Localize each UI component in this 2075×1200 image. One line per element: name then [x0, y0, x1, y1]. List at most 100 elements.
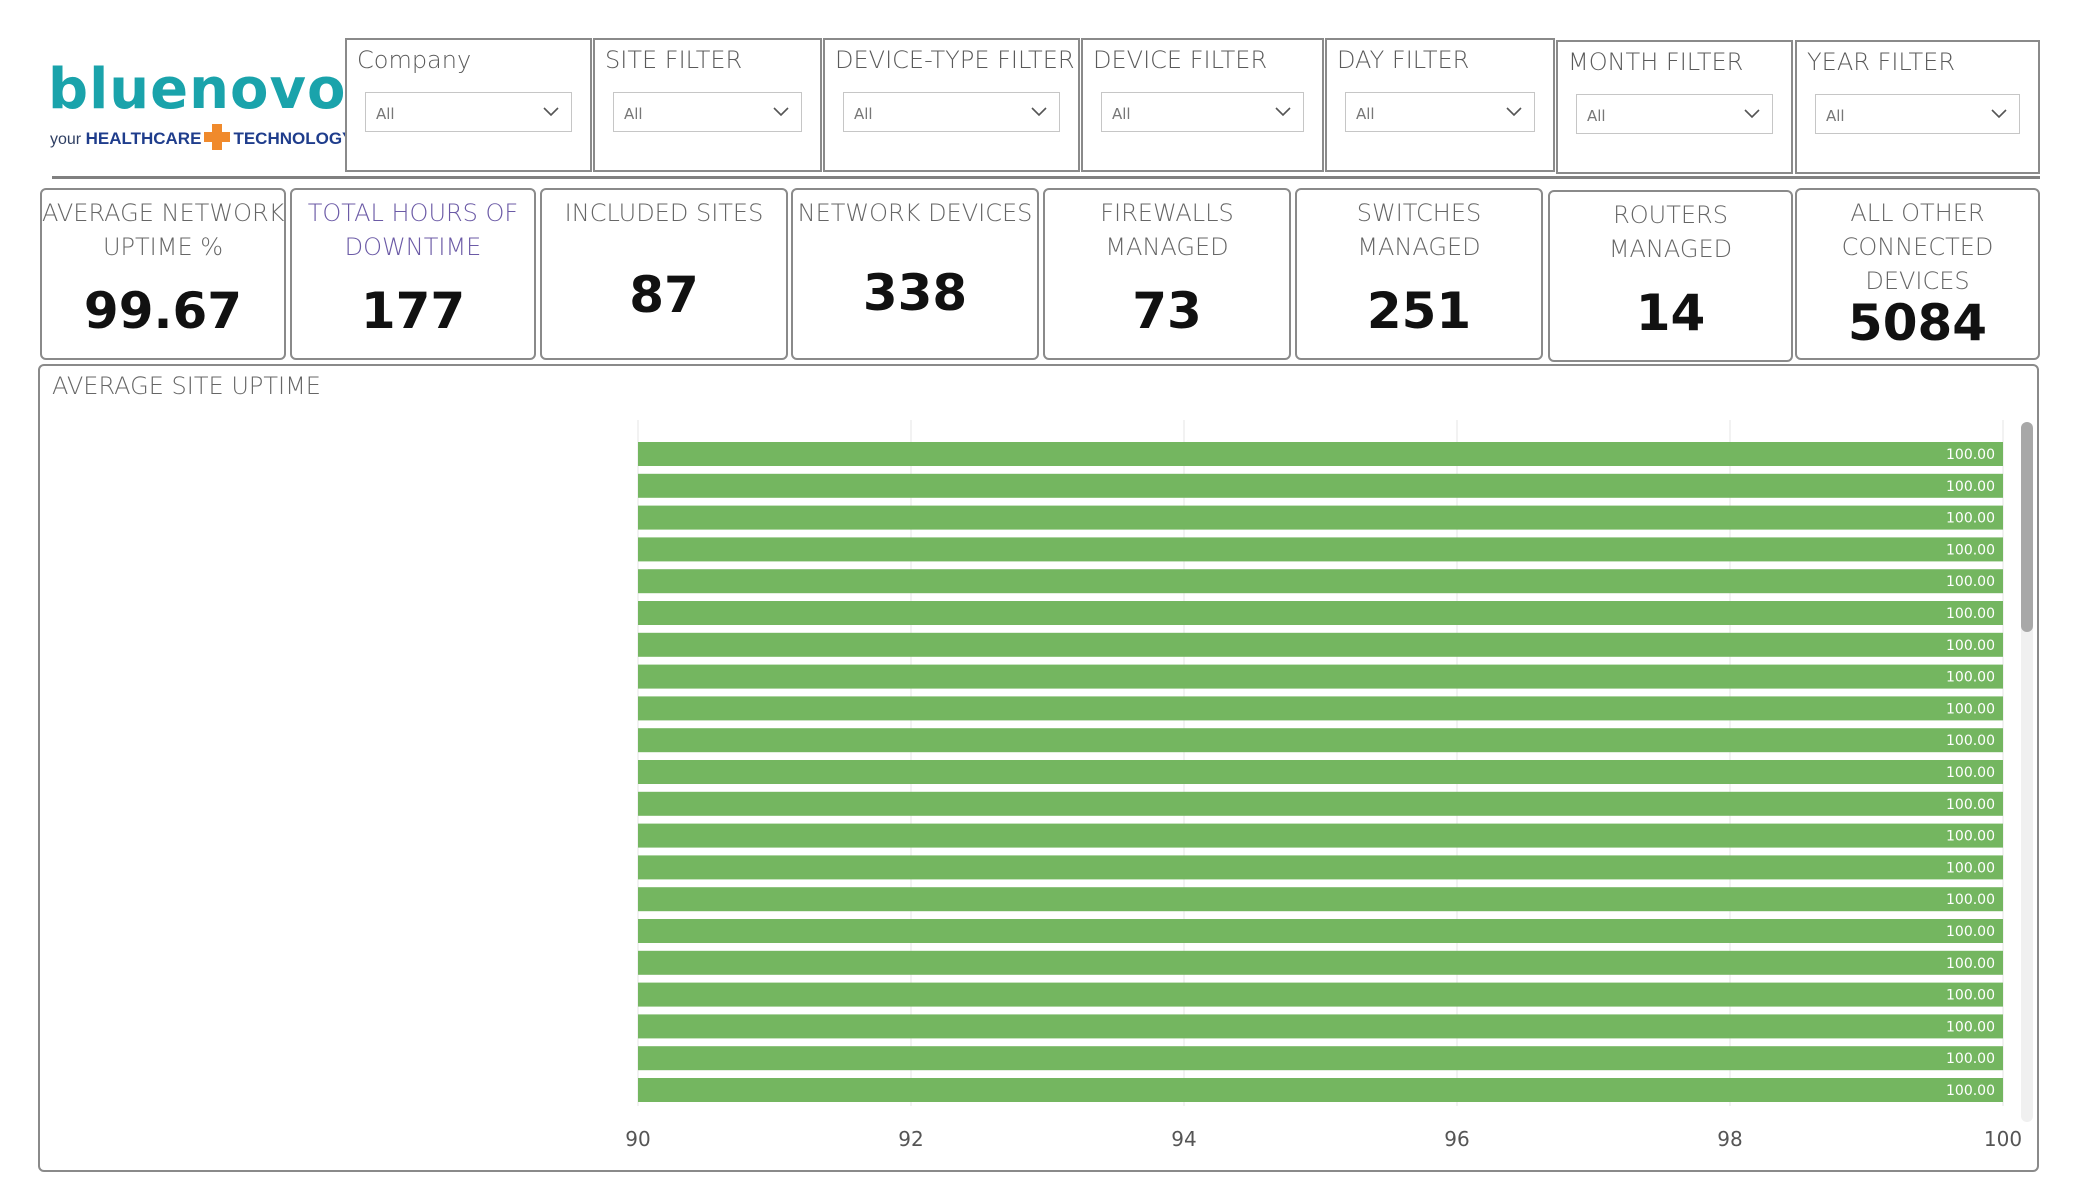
uptime-bar — [638, 473, 2003, 498]
kpi-included-sites: INCLUDED SITES 87 — [540, 188, 788, 360]
dropdown-value: All — [376, 105, 395, 123]
kpi-label: FIREWALLS MANAGED — [1045, 196, 1289, 264]
kpi-label: ALL OTHER CONNECTED DEVICES — [1797, 196, 2038, 298]
company-filter: Company All — [345, 38, 592, 172]
kpi-label-line: ROUTERS — [1613, 201, 1728, 229]
kpi-average-network-uptime: AVERAGE NETWORK UPTIME % 99.67 — [40, 188, 286, 360]
uptime-bar-chart: 90 92 94 96 98 100 100.00 100.00 100.00 100.00 100… — [625, 420, 2022, 1151]
uptime-bar — [638, 1014, 2003, 1039]
bar-value-label: 100.00 — [1946, 606, 1995, 622]
kpi-label-line: SWITCHES — [1356, 199, 1482, 227]
logo-tag-pre: your — [50, 131, 82, 148]
uptime-bar — [638, 855, 2003, 880]
chevron-down-icon — [1275, 107, 1291, 117]
kpi-label: AVERAGE NETWORK UPTIME % — [42, 196, 284, 264]
device-type-filter: DEVICE-TYPE FILTER All — [823, 38, 1080, 172]
kpi-label-line: TOTAL HOURS OF — [307, 199, 519, 227]
kpi-label-line: AVERAGE NETWORK — [42, 199, 285, 227]
site-dropdown[interactable]: All — [613, 92, 802, 132]
chevron-down-icon — [1991, 109, 2007, 119]
chevron-down-icon — [543, 107, 559, 117]
average-site-uptime-panel: AVERAGE SITE UPTIME 90 92 94 96 98 100 100.00 1… — [38, 364, 2039, 1172]
kpi-value: 177 — [360, 282, 466, 340]
uptime-bar — [638, 791, 2003, 816]
company-dropdown[interactable]: All — [365, 92, 572, 132]
uptime-bar — [638, 950, 2003, 975]
site-filter: SITE FILTER All — [593, 38, 822, 172]
uptime-bar — [638, 760, 2003, 784]
bar-value-label: 100.00 — [1946, 988, 1995, 1004]
bar-value-label: 100.00 — [1946, 829, 1995, 845]
filter-title: MONTH FILTER — [1568, 48, 1744, 76]
kpi-label: TOTAL HOURS OF DOWNTIME — [292, 196, 534, 264]
dropdown-value: All — [854, 105, 873, 123]
bar-value-label: 100.00 — [1946, 1083, 1995, 1099]
dropdown-value: All — [1112, 105, 1131, 123]
bar-value-label: 100.00 — [1946, 479, 1995, 495]
kpi-label-line: INCLUDED SITES — [564, 199, 764, 227]
dropdown-value: All — [1826, 107, 1845, 125]
kpi-routers-managed: ROUTERS MANAGED 14 — [1548, 190, 1793, 362]
x-tick-label: 100 — [1984, 1127, 2022, 1151]
uptime-bar — [638, 505, 2003, 530]
bar-value-label: 100.00 — [1946, 765, 1995, 781]
uptime-bar — [638, 696, 2003, 721]
uptime-bar — [638, 823, 2003, 848]
chevron-down-icon — [773, 107, 789, 117]
uptime-bar — [638, 1046, 2003, 1071]
bar-value-label: 100.00 — [1946, 670, 1995, 686]
kpi-network-devices: NETWORK DEVICES 338 — [791, 188, 1039, 360]
device-type-dropdown[interactable]: All — [843, 92, 1060, 132]
filter-title: SITE FILTER — [605, 46, 743, 74]
bar-value-label: 100.00 — [1946, 1019, 1995, 1035]
kpi-label-line: NETWORK DEVICES — [797, 199, 1033, 227]
uptime-bar — [638, 632, 2003, 657]
bar-value-label: 100.00 — [1946, 511, 1995, 527]
device-dropdown[interactable]: All — [1101, 92, 1304, 132]
scrollbar-thumb[interactable] — [2021, 422, 2033, 632]
kpi-label-line: CONNECTED — [1841, 233, 1994, 261]
filter-title: YEAR FILTER — [1807, 48, 1955, 76]
year-filter: YEAR FILTER All — [1795, 40, 2040, 174]
kpi-label-line: DOWNTIME — [344, 233, 482, 261]
dropdown-value: All — [1356, 105, 1375, 123]
month-dropdown[interactable]: All — [1576, 94, 1773, 134]
kpi-all-other-connected-devices: ALL OTHER CONNECTED DEVICES 5084 — [1795, 188, 2040, 360]
filter-title: DEVICE-TYPE FILTER — [835, 46, 1075, 74]
uptime-bar — [638, 1078, 2003, 1102]
bar-value-label: 100.00 — [1946, 1051, 1995, 1067]
kpi-label-line: FIREWALLS — [1100, 199, 1234, 227]
x-tick-label: 92 — [898, 1127, 923, 1151]
kpi-value: 5084 — [1847, 294, 1988, 352]
day-dropdown[interactable]: All — [1345, 92, 1535, 132]
kpi-total-hours-downtime: TOTAL HOURS OF DOWNTIME 177 — [290, 188, 536, 360]
kpi-firewalls-managed: FIREWALLS MANAGED 73 — [1043, 188, 1291, 360]
logo-wordmark: bluenovo — [48, 57, 347, 122]
uptime-bar — [638, 601, 2003, 625]
kpi-label-line: ALL OTHER — [1850, 199, 1985, 227]
kpi-switches-managed: SWITCHES MANAGED 251 — [1295, 188, 1543, 360]
dropdown-value: All — [624, 105, 643, 123]
filter-title: Company — [357, 46, 472, 74]
plus-cross-icon — [204, 124, 231, 150]
bar-value-label: 100.00 — [1946, 733, 1995, 749]
uptime-bar — [638, 442, 2003, 466]
bar-value-label: 100.00 — [1946, 956, 1995, 972]
bar-value-label: 100.00 — [1946, 892, 1995, 908]
kpi-label: INCLUDED SITES — [542, 196, 786, 230]
year-dropdown[interactable]: All — [1815, 94, 2020, 134]
kpi-value: 251 — [1366, 282, 1472, 340]
chart-scrollbar[interactable] — [2021, 422, 2033, 1122]
uptime-bar — [638, 919, 2003, 943]
uptime-bar — [638, 887, 2003, 912]
month-filter: MONTH FILTER All — [1556, 40, 1793, 174]
x-tick-label: 98 — [1717, 1127, 1742, 1151]
kpi-label: SWITCHES MANAGED — [1297, 196, 1541, 264]
bar-value-label: 100.00 — [1946, 447, 1995, 463]
filter-title: DEVICE FILTER — [1093, 46, 1268, 74]
bar-value-label: 100.00 — [1946, 638, 1995, 654]
kpi-value: 73 — [1132, 282, 1202, 340]
kpi-value: 99.67 — [83, 282, 243, 340]
kpi-label-line: MANAGED — [1105, 233, 1229, 261]
